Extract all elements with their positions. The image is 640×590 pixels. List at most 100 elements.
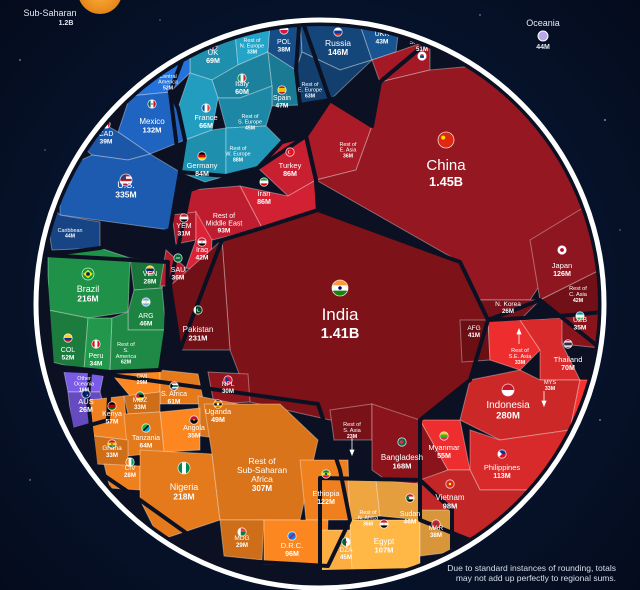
label-d-r-c: D.R.C. bbox=[281, 541, 304, 550]
value-rest-of-s-america: 62M bbox=[121, 360, 132, 366]
value-germany: 84M bbox=[195, 170, 209, 178]
label-dza: DZA bbox=[340, 547, 354, 554]
subsaharan-orb bbox=[79, 0, 121, 14]
value-angola: 35M bbox=[188, 432, 201, 439]
value-rest-of-middle-east: 93M bbox=[218, 228, 231, 235]
value-sudan: 46M bbox=[404, 518, 417, 525]
value-nigeria: 218M bbox=[173, 491, 194, 501]
label-pol: POL bbox=[277, 39, 291, 46]
cell-mdg bbox=[219, 519, 265, 561]
label-spain: Spain bbox=[273, 95, 291, 102]
cell-npl bbox=[207, 371, 251, 405]
label-japan: Japan bbox=[552, 261, 572, 270]
cell-u-s bbox=[59, 153, 181, 231]
label-n-korea: N. Korea bbox=[495, 301, 521, 308]
flag-japan-icon bbox=[557, 245, 567, 255]
footnote-line-2: may not add up perfectly to regional sum… bbox=[456, 573, 616, 583]
label-npl: NPL bbox=[222, 381, 235, 388]
value-caribbean: 44M bbox=[65, 234, 75, 240]
value-uganda: 49M bbox=[211, 416, 225, 424]
flag-india-icon bbox=[331, 279, 349, 297]
value-other-oceania: 16M bbox=[79, 387, 89, 393]
label-uk: UK bbox=[208, 48, 218, 57]
value-spain: 47M bbox=[276, 102, 289, 109]
cell-nigeria bbox=[139, 449, 221, 541]
value-mexico: 132M bbox=[143, 125, 162, 134]
label-afg: AFG bbox=[467, 325, 480, 332]
label-rest-of-s-asia: Rest of S. Asia bbox=[343, 422, 361, 434]
flag-uganda-icon bbox=[213, 399, 223, 409]
flag-uzbekistan-icon bbox=[575, 311, 585, 321]
label-tanzania: Tanzania bbox=[132, 435, 160, 442]
label-egypt: Egypt bbox=[374, 537, 395, 546]
subsaharan-value: 1.2B bbox=[59, 20, 74, 27]
label-nigeria: Nigeria bbox=[170, 482, 199, 492]
value-omi: 29M bbox=[137, 380, 148, 386]
label-civ: CIV bbox=[125, 465, 137, 472]
oceania-value: 44M bbox=[536, 44, 550, 51]
flag-us-icon bbox=[119, 173, 133, 187]
label-china: China bbox=[426, 157, 466, 174]
label-vietnam: Vietnam bbox=[435, 493, 465, 502]
label-uganda: Uganda bbox=[205, 407, 232, 416]
label-germany: Germany bbox=[187, 161, 218, 170]
value-rest-of-w-europe: 88M bbox=[233, 157, 243, 163]
value-pakistan: 231M bbox=[189, 333, 208, 342]
flag-ethiopia-icon bbox=[321, 469, 331, 479]
flag-russia-icon bbox=[333, 27, 343, 37]
value-mys: 33M bbox=[545, 386, 556, 392]
flag-drc-icon bbox=[287, 531, 297, 541]
flag-china-icon bbox=[437, 131, 455, 149]
value-brazil: 216M bbox=[77, 293, 98, 303]
value-central-america: 52M bbox=[163, 85, 173, 91]
flag-madagascar-icon bbox=[237, 527, 247, 537]
value-arg: 46M bbox=[140, 320, 153, 327]
label-moz: MOZ bbox=[133, 397, 147, 404]
label-rest-of-middle-east: Rest of Middle East bbox=[206, 213, 243, 227]
value-rest-of-s-asia: 23M bbox=[347, 434, 358, 440]
value-rest-of-e-europe: 63M bbox=[305, 93, 315, 99]
label-omi: OMI bbox=[137, 374, 148, 380]
oceania-marker bbox=[537, 30, 549, 42]
value-moz: 33M bbox=[134, 404, 146, 411]
flag-mexico-icon bbox=[147, 99, 157, 109]
value-philippines: 113M bbox=[493, 472, 510, 480]
label-rest-of-s-e-asia: Rest of S.E. Asia bbox=[509, 348, 533, 360]
flag-iraq-icon bbox=[197, 237, 207, 247]
label-kenya: Kenya bbox=[102, 411, 122, 418]
label-ghana: Ghana bbox=[102, 445, 122, 452]
label-caribbean: Caribbean bbox=[58, 228, 83, 234]
region-boundary-1 bbox=[294, 26, 432, 128]
label-rest-of-c-asia: Rest of C. Asia bbox=[569, 286, 588, 298]
label-cad: CAD bbox=[99, 131, 114, 138]
value-iraq: 42M bbox=[196, 254, 209, 261]
value-sau: 36M bbox=[172, 274, 185, 281]
value-d-r-c: 96M bbox=[285, 550, 299, 558]
value-rest-of-sub-saharan-africa: 307M bbox=[252, 484, 272, 493]
value-rest-of-e-asia: 36M bbox=[343, 153, 353, 159]
value-china: 1.45B bbox=[429, 174, 463, 189]
value-peru: 34M bbox=[90, 360, 103, 367]
value-france: 66M bbox=[199, 122, 213, 130]
label-pakistan: Pakistan bbox=[183, 325, 214, 334]
value-india: 1.41B bbox=[321, 326, 360, 342]
footnote-line-1: Due to standard instances of rounding, t… bbox=[447, 563, 616, 573]
pointer-arrows bbox=[349, 327, 547, 457]
value-rest-of-s-europe: 45M bbox=[245, 125, 255, 131]
flag-egypt-icon bbox=[379, 519, 389, 529]
value-indonesia: 280M bbox=[496, 411, 520, 422]
value-russia: 146M bbox=[328, 48, 348, 57]
label-yem: YEM bbox=[176, 223, 191, 230]
label-angola: Angola bbox=[183, 425, 205, 432]
value-bangladesh: 168M bbox=[393, 461, 412, 470]
flag-vietnam-icon bbox=[445, 479, 455, 489]
value-myanmar: 55M bbox=[437, 452, 451, 460]
value-rest-of-n-africa: 36M bbox=[363, 521, 373, 527]
value-u-s: 335M bbox=[115, 189, 136, 199]
value-ukr: 43M bbox=[376, 38, 389, 45]
label-mdg: MDG bbox=[234, 535, 249, 542]
flag-mozambique-icon bbox=[135, 391, 145, 401]
value-rest-of-s-e-asia: 33M bbox=[515, 360, 526, 366]
flag-morocco-icon bbox=[431, 519, 441, 529]
